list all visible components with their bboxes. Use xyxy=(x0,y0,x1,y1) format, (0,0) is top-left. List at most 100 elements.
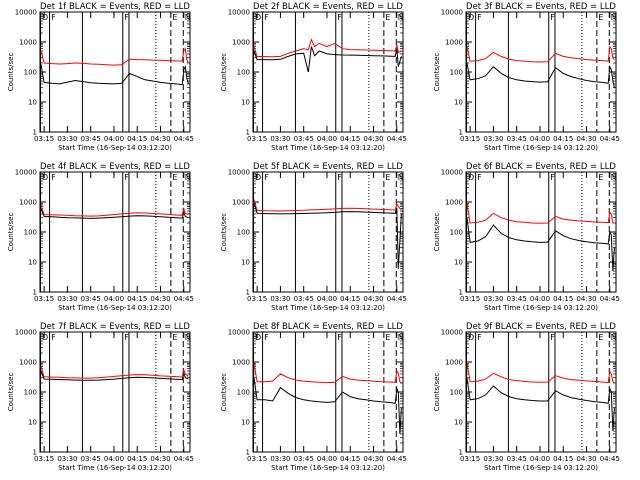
x-tick-label: 03:45 xyxy=(294,455,314,463)
x-tick-label: 04:15 xyxy=(127,295,147,303)
x-tick-label: 03:45 xyxy=(81,455,101,463)
panel-title: Det 2f BLACK = Events, RED = LLD xyxy=(253,2,403,12)
event-marker-label: E xyxy=(598,13,603,22)
events-series-line xyxy=(253,203,402,269)
event-marker-label: F xyxy=(264,13,269,22)
lld-series-line xyxy=(466,45,615,63)
y-tick-label: 1 xyxy=(246,129,250,137)
event-marker-label: D xyxy=(255,333,261,342)
event-marker-label: F xyxy=(477,13,482,22)
x-tick-label: 04:15 xyxy=(340,135,360,143)
x-tick-label: 03:45 xyxy=(507,135,527,143)
x-tick-label: 04:45 xyxy=(174,135,194,143)
x-tick-label: 04:30 xyxy=(150,295,170,303)
x-tick-label: 04:00 xyxy=(104,295,124,303)
event-marker-label: N xyxy=(611,13,617,22)
event-marker-label: D xyxy=(255,13,261,22)
panel-title: Det 9f BLACK = Events, RED = LLD xyxy=(466,322,616,332)
event-marker-label: E xyxy=(598,173,603,182)
y-tick-label: 1 xyxy=(246,449,250,457)
x-tick-label: 03:15 xyxy=(460,295,480,303)
event-marker-label: E xyxy=(172,13,177,22)
event-marker-label: D xyxy=(255,173,261,182)
y-tick-label: 1000 xyxy=(232,199,250,207)
events-series-line xyxy=(40,208,189,219)
event-marker-label: F xyxy=(550,13,555,22)
x-tick-label: 04:00 xyxy=(317,135,337,143)
lld-series-line xyxy=(466,203,615,224)
x-tick-label: 03:30 xyxy=(483,455,503,463)
x-tick-label: 04:15 xyxy=(340,295,360,303)
x-axis-label: Start Time (16-Sep-14 03:12:20) xyxy=(271,464,385,472)
x-tick-label: 03:15 xyxy=(460,455,480,463)
x-tick-label: 03:30 xyxy=(57,295,77,303)
event-marker-label: F xyxy=(337,173,342,182)
y-tick-label: 10 xyxy=(454,259,463,267)
y-tick-label: 100 xyxy=(237,389,250,397)
x-tick-label: 03:30 xyxy=(483,295,503,303)
x-tick-label: 04:00 xyxy=(317,295,337,303)
x-tick-label: 03:30 xyxy=(57,135,77,143)
x-axis-label: Start Time (16-Sep-14 03:12:20) xyxy=(484,464,598,472)
x-axis-label: Start Time (16-Sep-14 03:12:20) xyxy=(271,144,385,152)
events-series-line xyxy=(466,217,615,272)
y-tick-label: 10000 xyxy=(441,329,463,337)
detector-panel: Det 2f BLACK = Events, RED = LLD 1 10 100 10… xyxy=(220,2,407,152)
event-marker-label: F xyxy=(51,173,56,182)
y-tick-label: 1000 xyxy=(232,39,250,47)
y-tick-label: 10 xyxy=(241,259,250,267)
y-tick-label: 1000 xyxy=(19,199,37,207)
x-tick-label: 03:30 xyxy=(270,135,290,143)
y-tick-label: 1 xyxy=(459,449,463,457)
x-tick-label: 04:30 xyxy=(150,135,170,143)
event-marker-label: F xyxy=(550,173,555,182)
lld-series-line xyxy=(466,363,615,384)
lld-series-line xyxy=(40,366,189,379)
x-tick-label: 03:30 xyxy=(270,295,290,303)
x-tick-label: 04:45 xyxy=(174,295,194,303)
x-tick-label: 03:45 xyxy=(294,135,314,143)
y-tick-label: 100 xyxy=(450,389,463,397)
detector-panel: Det 1f BLACK = Events, RED = LLD 1 10 100 10… xyxy=(7,2,194,152)
event-marker-label: N xyxy=(185,333,191,342)
y-tick-label: 10 xyxy=(454,419,463,427)
events-series-line xyxy=(466,377,615,432)
event-marker-label: F xyxy=(477,333,482,342)
x-tick-label: 03:15 xyxy=(247,295,267,303)
detector-panel: Det 9f BLACK = Events, RED = LLD 1 10 100 10… xyxy=(433,322,620,472)
x-tick-label: 04:30 xyxy=(363,455,383,463)
y-tick-label: 10 xyxy=(28,99,37,107)
detector-panel: Det 6f BLACK = Events, RED = LLD 1 10 100 10… xyxy=(433,162,620,312)
events-series-line xyxy=(253,46,402,73)
event-marker-label: N xyxy=(611,333,617,342)
event-marker-label: F xyxy=(337,333,342,342)
x-axis-label: Start Time (16-Sep-14 03:12:20) xyxy=(484,144,598,152)
x-tick-label: 04:45 xyxy=(387,455,407,463)
event-marker-label: F xyxy=(124,333,129,342)
y-tick-label: 10 xyxy=(28,419,37,427)
event-marker-label: F xyxy=(264,173,269,182)
lld-series-line xyxy=(40,204,189,217)
panel-title: Det 1f BLACK = Events, RED = LLD xyxy=(40,2,190,12)
panel-title: Det 8f BLACK = Events, RED = LLD xyxy=(253,322,403,332)
y-tick-label: 10000 xyxy=(228,9,250,17)
y-tick-label: 10000 xyxy=(15,9,37,17)
x-tick-label: 04:30 xyxy=(363,135,383,143)
x-axis-label: Start Time (16-Sep-14 03:12:20) xyxy=(271,304,385,312)
x-tick-label: 04:45 xyxy=(387,135,407,143)
event-marker-label: D xyxy=(468,333,474,342)
x-tick-label: 03:45 xyxy=(294,295,314,303)
event-marker-label: N xyxy=(185,173,191,182)
event-marker-label: N xyxy=(611,173,617,182)
y-tick-label: 100 xyxy=(450,69,463,77)
y-tick-label: 100 xyxy=(450,229,463,237)
events-series-line xyxy=(40,64,189,86)
x-tick-label: 04:00 xyxy=(317,455,337,463)
x-tick-label: 03:15 xyxy=(34,455,54,463)
y-tick-label: 100 xyxy=(24,229,37,237)
detector-panel: Det 7f BLACK = Events, RED = LLD 1 10 100 10… xyxy=(7,322,194,472)
detector-panel: Det 3f BLACK = Events, RED = LLD 1 10 100 10… xyxy=(433,2,620,152)
x-tick-label: 04:00 xyxy=(104,135,124,143)
y-axis-label: Counts/sec xyxy=(7,53,15,92)
event-marker-label: F xyxy=(124,13,129,22)
